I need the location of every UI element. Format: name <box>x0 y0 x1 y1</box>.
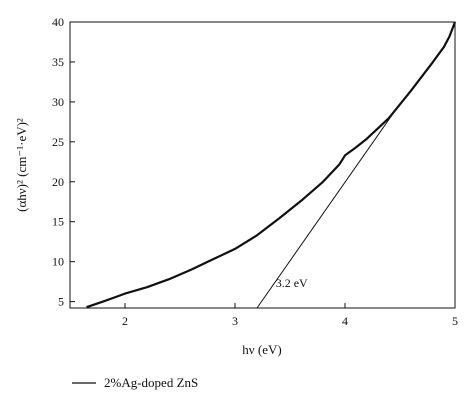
data-line-2pct-ag-doped-zns <box>86 21 457 309</box>
y-tick-label-30: 30 <box>52 95 64 109</box>
y-tick-label-5: 5 <box>58 295 64 309</box>
y-tick-label-15: 15 <box>52 215 64 229</box>
legend-label-2pct-ag-doped-zns: 2%Ag-doped ZnS <box>104 375 198 390</box>
y-tick-label-35: 35 <box>52 55 64 69</box>
y-ticks: 5 10 15 20 25 30 35 40 <box>52 15 75 309</box>
annotation-band-gap: 3.2 eV <box>276 276 308 290</box>
tangent-line <box>256 111 395 309</box>
x-axis-title: hν (eV) <box>242 342 281 357</box>
y-tick-label-20: 20 <box>52 175 64 189</box>
x-tick-label-3: 3 <box>232 314 238 328</box>
y-tick-label-25: 25 <box>52 135 64 149</box>
y-tick-label-40: 40 <box>52 15 64 29</box>
x-tick-label-4: 4 <box>342 314 348 328</box>
x-tick-label-5: 5 <box>452 314 458 328</box>
x-tick-label-2: 2 <box>122 314 128 328</box>
legend: 2%Ag-doped ZnS <box>72 375 198 390</box>
y-tick-label-10: 10 <box>52 255 64 269</box>
y-axis-title: (αhν)² (cm⁻¹·eV)² <box>14 118 29 212</box>
plot-frame <box>69 21 456 309</box>
x-ticks: 2 3 4 5 <box>122 303 458 328</box>
plot-area: 2 3 4 5 5 10 15 20 25 30 35 40 3.2 eV <box>52 15 458 328</box>
